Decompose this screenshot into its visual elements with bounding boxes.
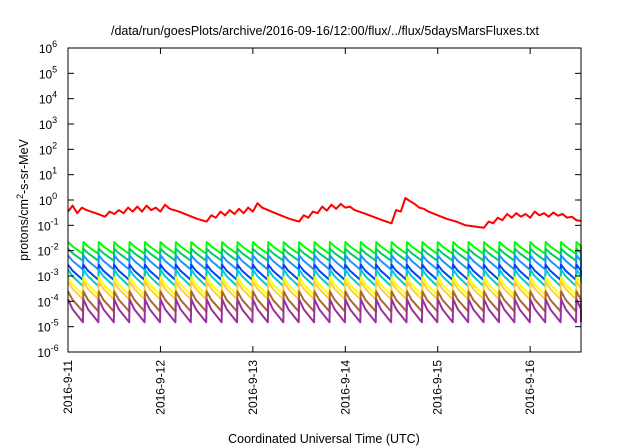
y-tick-label-sup-0: -6 [51, 343, 59, 353]
y-tick-label-base-7: 10 [39, 169, 53, 183]
y-tick-label-11: 105 [39, 64, 57, 81]
y-tick-label-sup-9: 3 [52, 115, 57, 125]
chart-title: /data/run/goesPlots/archive/2016-09-16/1… [111, 24, 540, 38]
y-tick-label-base-10: 10 [39, 93, 53, 107]
series-line-9 [67, 298, 582, 324]
y-tick-label-base-3: 10 [37, 270, 51, 284]
x-tick-label-5: 2016-9-16 [523, 360, 537, 415]
x-tick-label-4: 2016-9-15 [431, 360, 445, 415]
y-tick-label-base-4: 10 [37, 245, 51, 259]
y-tick-label-base-9: 10 [39, 118, 53, 132]
y-tick-label-base-6: 10 [39, 194, 53, 208]
series-layer [67, 197, 582, 324]
y-tick-label-sup-8: 2 [52, 140, 57, 150]
y-tick-label-9: 103 [39, 115, 57, 132]
y-tick-label-sup-5: -1 [51, 216, 59, 226]
y-tick-label-base-8: 10 [39, 143, 53, 157]
y-tick-label-sup-4: -2 [51, 242, 59, 252]
y-tick-label-8: 102 [39, 140, 57, 157]
y-tick-label-sup-11: 5 [52, 64, 57, 74]
y-tick-label-10: 104 [39, 90, 57, 107]
y-tick-label-4: 10-2 [37, 242, 58, 259]
x-tick-label-1: 2016-9-12 [153, 360, 167, 415]
y-tick-label-sup-6: 0 [52, 191, 57, 201]
y-tick-label-base-2: 10 [37, 295, 51, 309]
y-axis-label-pre: protons/cm [17, 199, 31, 261]
y-axis-label: protons/cm2-s-sr-MeV [15, 138, 31, 260]
y-axis-ticks: 10-610-510-410-310-210-11001011021031041… [37, 39, 581, 360]
y-tick-label-12: 106 [39, 39, 57, 56]
y-tick-label-sup-10: 4 [52, 90, 57, 100]
y-tick-label-sup-7: 1 [52, 166, 57, 176]
y-tick-label-base-1: 10 [37, 321, 51, 335]
x-tick-label-0: 2016-9-11 [61, 360, 75, 414]
y-tick-label-base-5: 10 [37, 219, 51, 233]
y-tick-label-2: 10-4 [37, 292, 58, 309]
y-tick-label-3: 10-3 [37, 267, 58, 284]
x-axis-label: Coordinated Universal Time (UTC) [228, 432, 420, 446]
y-tick-label-sup-3: -3 [51, 267, 59, 277]
y-tick-label-base-12: 10 [39, 42, 53, 56]
y-tick-label-sup-1: -5 [51, 318, 59, 328]
y-tick-label-1: 10-5 [37, 318, 58, 335]
y-tick-label-sup-2: -4 [51, 292, 59, 302]
y-axis-label-sup: 2 [15, 194, 25, 199]
x-axis-ticks: 2016-9-11 2016-9-12 2016-9-13 2016-9-14 2016… [61, 48, 537, 415]
series-line-0 [67, 197, 582, 229]
x-tick-label-2: 2016-9-13 [246, 360, 260, 415]
y-tick-label-6: 100 [39, 191, 57, 208]
y-tick-label-5: 10-1 [37, 216, 58, 233]
y-tick-label-7: 101 [39, 166, 57, 183]
series-line-3 [67, 254, 582, 271]
x-tick-label-3: 2016-9-14 [338, 360, 352, 415]
y-tick-label-base-0: 10 [37, 346, 51, 360]
y-tick-label-sup-12: 6 [52, 39, 57, 49]
y-tick-label-base-11: 10 [39, 67, 53, 81]
y-axis-label-post: -s-sr-MeV [17, 138, 31, 194]
y-tick-label-0: 10-6 [37, 343, 58, 360]
